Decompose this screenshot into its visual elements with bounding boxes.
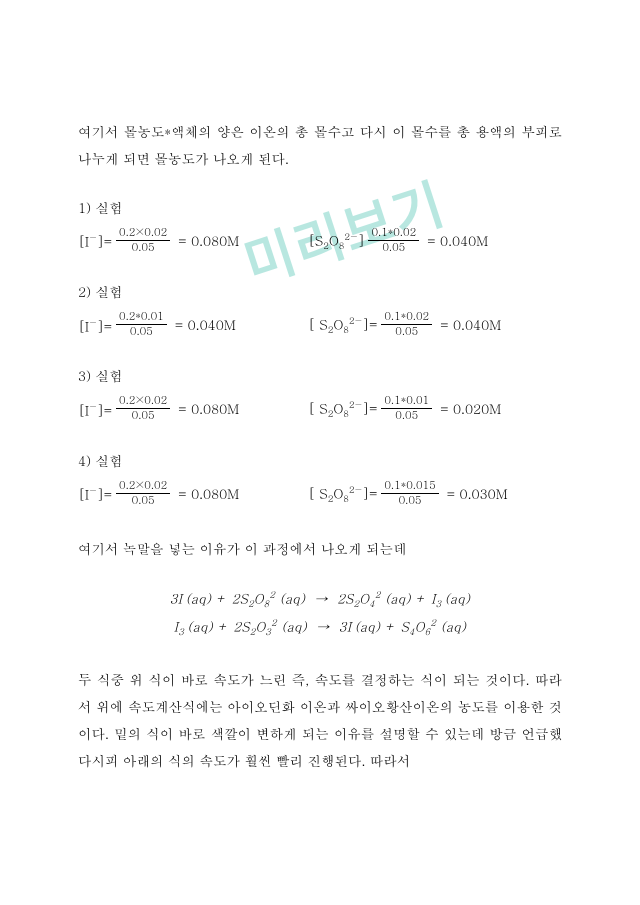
equation-row: [I−]=0.2*0.010.05= 0.040M[ S2O82−]=0.1*0… [78,311,562,338]
fraction: 0.2×0.020.05 [116,480,170,507]
result-value: = 0.080M [178,484,239,503]
numerator: 0.1*0.02 [381,311,432,325]
numerator: 0.2×0.02 [116,227,170,241]
denominator: 0.05 [132,494,155,507]
fraction: 0.1*0.0150.05 [381,480,438,507]
equation-right: [ S2O82−]=0.1*0.010.05= 0.020M [308,395,501,422]
equation-left: [I−]=0.2×0.020.05= 0.080M [78,227,308,254]
denominator: 0.05 [395,325,418,338]
ion-label: [I−]= [78,315,112,336]
result-value: = 0.040M [427,231,488,250]
experiment-block-2: 2) 실험[I−]=0.2*0.010.05= 0.040M[ S2O82−]=… [78,282,562,338]
experiment-title: 2) 실험 [78,282,562,301]
equation-row: [I−]=0.2×0.020.05= 0.080M[ S2O82−]=0.1*0… [78,480,562,507]
equation-row: [I−]=0.2×0.020.05= 0.080M[ S2O82−]=0.1*0… [78,395,562,422]
numerator: 0.1*0.02 [368,227,419,241]
result-value: = 0.080M [178,231,239,250]
result-value: = 0.040M [175,315,236,334]
denominator: 0.05 [399,494,422,507]
denominator: 0.05 [132,241,155,254]
denominator: 0.05 [382,241,405,254]
end-paragraph: 두 식중 위 식이 바로 속도가 느린 즉, 속도를 결정하는 식이 되는 것이… [78,666,562,774]
ion-label: [I−]= [78,399,112,420]
page-content: 여기서 몰농도*액체의 양은 이온의 총 몰수고 다시 이 몰수를 총 용액의 … [0,0,640,860]
fraction: 0.1*0.010.05 [381,395,432,422]
ion-label: [ S2O82−]= [308,313,377,336]
equation-row: [I−]=0.2×0.020.05= 0.080M[S2O82−]0.1*0.0… [78,227,562,254]
equation-right: [ S2O82−]=0.1*0.020.05= 0.040M [308,311,501,338]
numerator: 0.1*0.01 [381,395,432,409]
fraction: 0.1*0.020.05 [368,227,419,254]
ion-label: [I−]= [78,483,112,504]
fraction: 0.2×0.020.05 [116,395,170,422]
experiment-title: 1) 실험 [78,198,562,217]
experiment-block-1: 1) 실험[I−]=0.2×0.020.05= 0.080M[S2O82−]0.… [78,198,562,254]
ion-label: [ S2O82−]= [308,397,377,420]
numerator: 0.2×0.02 [116,395,170,409]
equation-left: [I−]=0.2*0.010.05= 0.040M [78,311,308,338]
chem-eq-2: I3 (aq) + 2S2O32 (aq) → 3I (aq) + S4O62 … [78,616,562,638]
numerator: 0.2×0.02 [116,480,170,494]
experiment-block-3: 3) 실험[I−]=0.2×0.020.05= 0.080M[ S2O82−]=… [78,366,562,422]
chem-eq-1: 3I (aq) + 2S2O82 (aq) → 2S2O42 (aq) + I3… [78,588,562,610]
ion-label: [S2O82−] [308,229,364,252]
denominator: 0.05 [132,409,155,422]
fraction: 0.2*0.010.05 [116,311,167,338]
chemical-equations: 3I (aq) + 2S2O82 (aq) → 2S2O42 (aq) + I3… [78,588,562,638]
numerator: 0.1*0.015 [381,480,438,494]
result-value: = 0.030M [447,484,508,503]
experiment-title: 4) 실험 [78,451,562,470]
result-value: = 0.080M [178,399,239,418]
denominator: 0.05 [395,409,418,422]
result-value: = 0.020M [440,399,501,418]
fraction: 0.1*0.020.05 [381,311,432,338]
ion-label: [I−]= [78,230,112,251]
equation-left: [I−]=0.2×0.020.05= 0.080M [78,395,308,422]
ion-label: [ S2O82−]= [308,482,377,505]
experiment-title: 3) 실험 [78,366,562,385]
equation-left: [I−]=0.2×0.020.05= 0.080M [78,480,308,507]
denominator: 0.05 [130,325,153,338]
result-value: = 0.040M [440,315,501,334]
equation-right: [S2O82−]0.1*0.020.05= 0.040M [308,227,488,254]
numerator: 0.2*0.01 [116,311,167,325]
intro-paragraph: 여기서 몰농도*액체의 양은 이온의 총 몰수고 다시 이 몰수를 총 용액의 … [78,118,562,172]
fraction: 0.2×0.020.05 [116,227,170,254]
equation-right: [ S2O82−]=0.1*0.0150.05= 0.030M [308,480,508,507]
mid-paragraph: 여기서 녹말을 넣는 이유가 이 과정에서 나오게 되는데 [78,535,562,562]
experiment-block-4: 4) 실험[I−]=0.2×0.020.05= 0.080M[ S2O82−]=… [78,451,562,507]
